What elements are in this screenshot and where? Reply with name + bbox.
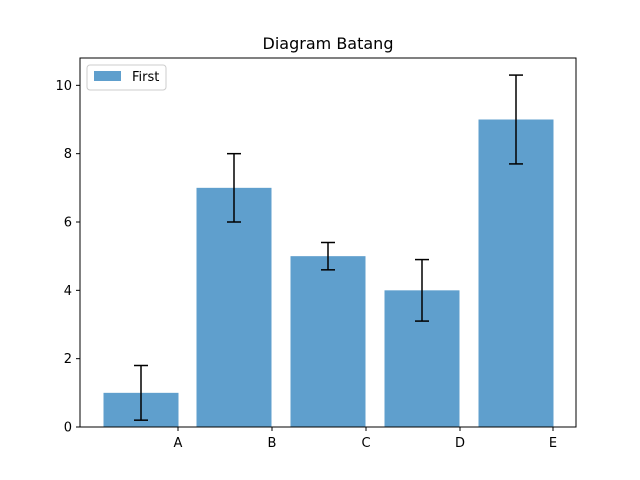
plot-area: 0 2 4 6 8 10 A B C D E (55, 57, 577, 451)
y-tick-label: 2 (64, 352, 72, 367)
x-tick-label-c: C (361, 436, 370, 451)
legend-label: First (132, 70, 159, 85)
plot-frame (79, 57, 577, 428)
x-tick-label-a: A (174, 436, 183, 451)
bar-e (478, 119, 554, 427)
error-bar-d (415, 258, 429, 322)
x-tick-label-b: B (268, 436, 277, 451)
y-tick-label: 4 (64, 284, 72, 299)
bar-b (196, 187, 272, 427)
y-tick-label: 8 (64, 147, 72, 162)
legend-swatch (94, 71, 121, 81)
error-bar-b (227, 152, 241, 223)
x-tick-label-d: D (455, 436, 465, 451)
error-bar-e (509, 74, 523, 165)
error-bar-c (321, 241, 335, 271)
bar-c (290, 256, 366, 427)
error-bar-a (134, 364, 148, 421)
x-tick-label-e: E (549, 436, 557, 451)
legend: First (86, 64, 167, 91)
y-tick-label: 6 (64, 216, 72, 231)
y-tick-label: 0 (64, 421, 72, 436)
y-tick-label: 10 (55, 79, 72, 94)
chart-title: Diagram Batang (263, 34, 394, 53)
